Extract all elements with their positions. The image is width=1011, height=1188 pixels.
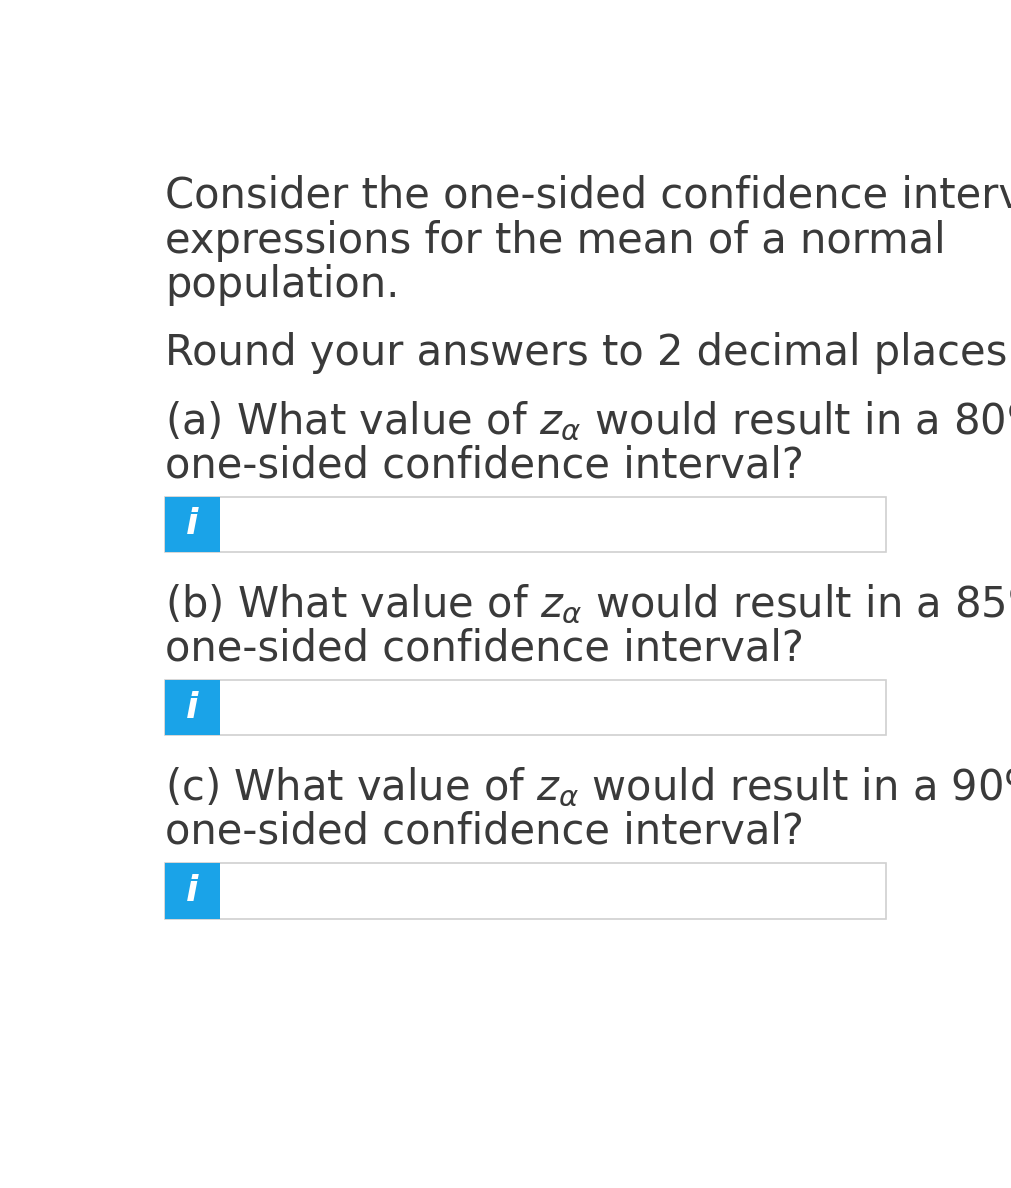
Text: one-sided confidence interval?: one-sided confidence interval? [165, 444, 804, 486]
Text: Consider the one-sided confidence interval: Consider the one-sided confidence interv… [165, 175, 1011, 217]
Text: one-sided confidence interval?: one-sided confidence interval? [165, 627, 804, 670]
Text: i: i [186, 507, 198, 542]
Bar [165, 497, 885, 552]
Text: (c) What value of $z_{\alpha}$ would result in a 90%: (c) What value of $z_{\alpha}$ would res… [165, 766, 1011, 809]
Text: population.: population. [165, 264, 399, 307]
Text: one-sided confidence interval?: one-sided confidence interval? [165, 811, 804, 853]
Bar [165, 864, 219, 918]
Text: (b) What value of $z_{\alpha}$ would result in a 85%: (b) What value of $z_{\alpha}$ would res… [165, 583, 1011, 626]
Bar [165, 680, 885, 735]
Text: (a) What value of $z_{\alpha}$ would result in a 80%: (a) What value of $z_{\alpha}$ would res… [165, 399, 1011, 443]
Text: i: i [186, 690, 198, 725]
Bar [165, 680, 219, 735]
Bar [165, 497, 219, 552]
Text: i: i [186, 874, 198, 908]
Text: Round your answers to 2 decimal places.: Round your answers to 2 decimal places. [165, 331, 1011, 374]
Bar [165, 864, 885, 918]
Text: expressions for the mean of a normal: expressions for the mean of a normal [165, 220, 945, 261]
